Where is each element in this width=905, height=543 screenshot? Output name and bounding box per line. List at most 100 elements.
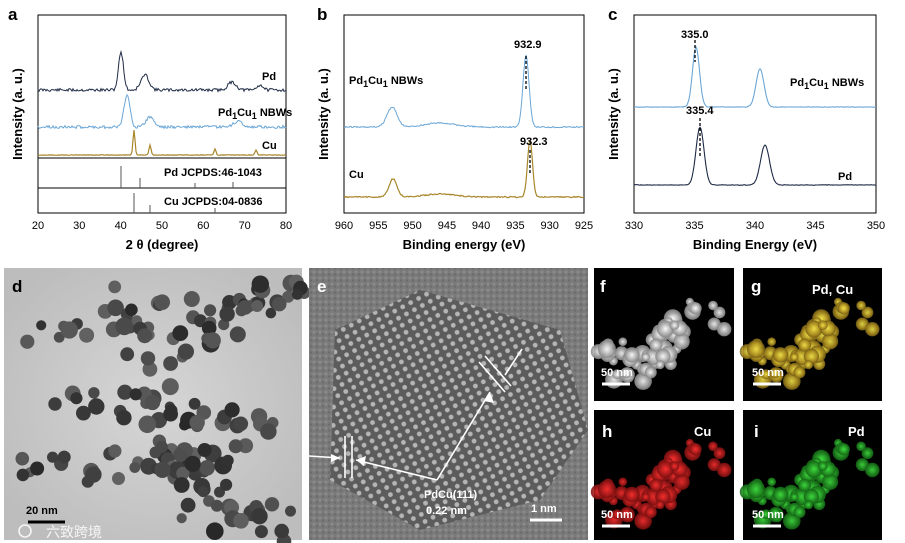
panel-a-xticks: 20 30 40 50 60 70 80 xyxy=(32,220,292,232)
eds-particle xyxy=(673,333,690,350)
panel-a-xtick: 30 xyxy=(73,220,85,232)
nanoparticle xyxy=(129,462,141,473)
nanoparticle xyxy=(229,326,246,343)
panel-a-trace-cu xyxy=(38,129,287,156)
panel-a-ref-pd-bars xyxy=(120,166,234,188)
panel-a-xtick: 60 xyxy=(197,220,209,232)
panel-b: b Intensity (a. u.) Binding energy (eV) … xyxy=(316,5,593,252)
eds-particle xyxy=(655,348,671,364)
nanoparticle xyxy=(220,478,233,491)
panel-b-xtick: 935 xyxy=(506,220,524,232)
eds-particle xyxy=(713,447,726,460)
nanoparticle xyxy=(189,414,205,431)
nanoparticle xyxy=(251,508,268,525)
eds-particle xyxy=(798,338,811,352)
nanoparticle xyxy=(173,477,190,493)
panel-i-particle-map xyxy=(739,438,880,530)
panel-b-peak-bottom: 932.3 xyxy=(520,136,548,148)
panel-b-xtick: 945 xyxy=(438,220,456,232)
eds-particle xyxy=(644,506,657,519)
eds-particle xyxy=(746,340,765,359)
panel-d: d 20 nm 六致跨境 xyxy=(4,268,311,543)
nanoparticle xyxy=(107,299,124,317)
panel-h-label: h xyxy=(602,422,612,441)
nanoparticle xyxy=(57,450,71,464)
nanoparticle xyxy=(254,525,268,539)
panel-a-trace-pd xyxy=(37,49,287,93)
eds-particle xyxy=(767,477,776,487)
eds-particle xyxy=(861,447,874,460)
arrowhead-icon xyxy=(356,456,366,466)
eds-particle xyxy=(689,443,702,456)
nanoparticle xyxy=(188,397,201,410)
eds-particle xyxy=(804,500,814,510)
nanoparticle xyxy=(219,306,235,322)
nanoparticle xyxy=(137,328,153,344)
nanoparticle xyxy=(144,394,161,411)
eds-particle xyxy=(818,461,828,471)
nanoparticle xyxy=(165,404,178,417)
panel-a-xtick: 50 xyxy=(156,220,168,232)
eds-particle xyxy=(856,300,866,311)
eds-particle xyxy=(624,347,640,363)
eds-particle xyxy=(822,333,839,350)
eds-particle xyxy=(669,320,680,331)
panel-c-xtick: 350 xyxy=(867,220,885,232)
nanoparticle xyxy=(60,321,78,339)
panel-c-xtick: 335 xyxy=(685,220,703,232)
panel-e-annotation-spacing: 0.22 nm xyxy=(426,505,467,517)
panel-b-xtick: 925 xyxy=(575,220,593,232)
nanoparticle xyxy=(76,405,91,421)
nanoparticle xyxy=(142,361,158,377)
nanoparticle xyxy=(120,347,135,362)
nanoparticle xyxy=(108,280,122,294)
panel-a-label-cu: Cu xyxy=(262,140,277,152)
eds-particle xyxy=(865,322,880,337)
panel-a-xlabel: 2 θ (degree) xyxy=(126,237,199,252)
nanoparticle xyxy=(149,446,162,459)
arrowhead-icon xyxy=(331,454,340,462)
eds-particle xyxy=(818,320,828,331)
nanoparticle xyxy=(264,497,280,512)
panel-a-label: a xyxy=(8,5,18,24)
nanoparticle xyxy=(184,455,201,472)
eds-particle xyxy=(641,492,650,502)
panel-d-watermark: 六致跨境 xyxy=(46,524,102,540)
panel-c-peak-top: 335.0 xyxy=(681,29,709,41)
panel-h-element: Cu xyxy=(694,424,711,439)
panel-g-element: Pd, Cu xyxy=(812,282,853,297)
panel-c-label-pdcu: Pd1Cu1 NBWs xyxy=(790,77,864,91)
nanoparticle xyxy=(48,397,62,411)
panel-b-trace-cu xyxy=(343,139,585,199)
nanoparticle xyxy=(20,334,35,349)
panel-a-label-pd: Pd xyxy=(262,71,276,83)
panel-d-nanoparticles xyxy=(15,274,311,543)
nanoparticle xyxy=(285,505,296,517)
panel-b-ylabel: Intensity (a. u.) xyxy=(316,68,331,160)
nanoparticle xyxy=(154,294,170,311)
nanoparticle xyxy=(260,423,277,440)
eds-particle xyxy=(717,462,732,478)
eds-particle xyxy=(624,486,640,503)
nanoparticle xyxy=(125,303,138,317)
panel-c-xtick: 340 xyxy=(746,220,764,232)
nanoparticle xyxy=(251,275,269,293)
eds-particle xyxy=(793,366,806,379)
panel-a-xtick: 20 xyxy=(32,220,44,232)
eds-particle xyxy=(689,302,702,315)
panel-a-label-pdcu: Pd1Cu1 NBWs xyxy=(218,107,292,121)
eds-particle xyxy=(772,347,789,363)
nanoparticle xyxy=(206,522,224,540)
nanoparticle xyxy=(79,327,95,343)
panel-c-label: c xyxy=(608,5,617,24)
eds-particle xyxy=(717,322,732,337)
eds-particle xyxy=(597,480,616,499)
panel-b-xtick: 950 xyxy=(403,220,421,232)
eds-particle xyxy=(856,441,866,452)
nanoparticle xyxy=(163,356,179,371)
nanoparticle xyxy=(108,444,122,458)
nanoparticle xyxy=(201,320,217,336)
panel-i-element: Pd xyxy=(848,424,865,439)
panel-b-xtick: 955 xyxy=(369,220,387,232)
